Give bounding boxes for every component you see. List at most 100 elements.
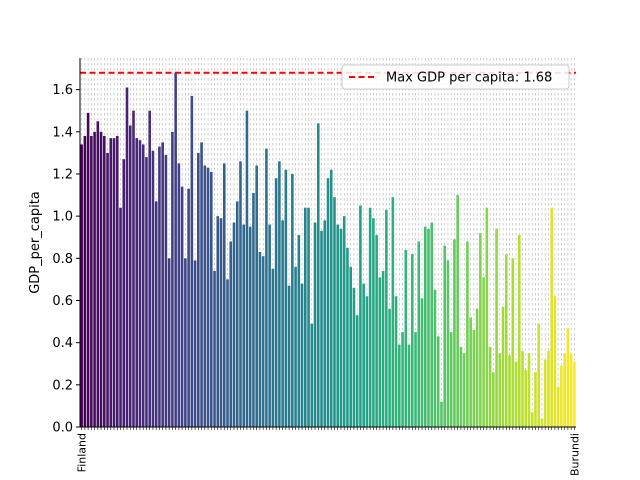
bar (164, 154, 168, 427)
bar (141, 144, 145, 428)
bar (242, 224, 246, 427)
bar (174, 72, 177, 427)
bar (287, 285, 291, 427)
bar (245, 110, 249, 427)
bar (505, 254, 508, 427)
bar (112, 138, 116, 427)
y-tick-label: 0.8 (52, 252, 73, 267)
bar (268, 224, 271, 427)
bar (381, 270, 385, 427)
bar (281, 220, 284, 427)
y-tick-label: 1.2 (52, 167, 73, 182)
bar (346, 247, 349, 427)
bar (443, 245, 447, 427)
bar (216, 216, 220, 427)
bar (145, 157, 148, 428)
bar (265, 148, 268, 427)
bar (394, 296, 398, 427)
bar (355, 315, 359, 427)
bar (93, 131, 96, 428)
bar (488, 346, 492, 427)
bar (430, 222, 434, 427)
bar (261, 256, 265, 427)
bar (213, 270, 216, 427)
bar (99, 131, 103, 428)
bar (187, 188, 190, 427)
bar (222, 163, 226, 427)
bar (161, 142, 164, 428)
y-tick-label: 1.0 (52, 210, 73, 225)
bar (391, 197, 395, 427)
bar (229, 241, 233, 427)
bar (540, 418, 544, 427)
bar (569, 353, 573, 427)
bar (106, 152, 109, 427)
bar (336, 224, 340, 427)
bar (414, 332, 417, 427)
bar (278, 161, 281, 427)
bar (410, 254, 414, 427)
bar (316, 123, 320, 427)
y-tick-label: 0.2 (52, 378, 73, 393)
bar (479, 233, 482, 427)
bar (342, 216, 346, 427)
bar (388, 308, 391, 427)
bar (313, 222, 317, 427)
bar (530, 412, 534, 427)
bar (326, 178, 330, 427)
bar (307, 207, 310, 427)
bar (291, 173, 294, 427)
legend-entry: Max GDP per capita: 1.68 (386, 71, 552, 86)
bar (375, 235, 378, 427)
bar (407, 344, 411, 427)
bar (508, 355, 511, 427)
bar (83, 136, 87, 427)
bar (209, 171, 213, 427)
bar (297, 235, 301, 427)
bar (271, 268, 275, 427)
bar (359, 205, 362, 427)
bar (80, 144, 83, 428)
bar (171, 131, 174, 428)
bar (132, 110, 135, 427)
bar (543, 359, 547, 427)
bar (180, 186, 184, 427)
bar (456, 195, 459, 427)
bar (420, 298, 424, 427)
bar (563, 353, 566, 427)
y-ticks: 0.0 0.2 0.4 0.6 0.8 1.0 1.2 1.4 1.6 (52, 83, 80, 436)
bar (219, 218, 223, 427)
bar (498, 353, 502, 427)
bar (158, 146, 161, 427)
y-tick-label: 1.6 (52, 83, 73, 98)
x-ticks: Finland Burundi (76, 427, 581, 476)
bar (193, 260, 197, 427)
bar (449, 332, 453, 427)
bar (401, 332, 404, 427)
bar (184, 258, 187, 427)
bar (274, 178, 278, 427)
bar (90, 136, 93, 427)
bar (521, 351, 524, 427)
legend: Max GDP per capita: 1.68 (341, 64, 570, 90)
bar (352, 287, 356, 427)
bar (511, 258, 515, 427)
y-tick-label: 1.4 (52, 125, 73, 140)
bar (248, 226, 252, 427)
x-tick-label-last: Burundi (568, 433, 581, 476)
bar (96, 121, 100, 427)
bar (514, 361, 518, 427)
bar (190, 95, 194, 427)
bar (200, 142, 203, 428)
bar (573, 361, 576, 427)
bar (122, 159, 126, 427)
y-tick-label: 0.6 (52, 294, 73, 309)
bar (462, 353, 466, 427)
bar (495, 228, 498, 427)
bar (232, 222, 236, 427)
bar (362, 283, 365, 427)
bar (339, 228, 343, 427)
bar (417, 241, 421, 427)
bar (433, 289, 437, 427)
x-tick-label-first: Finland (76, 433, 89, 472)
